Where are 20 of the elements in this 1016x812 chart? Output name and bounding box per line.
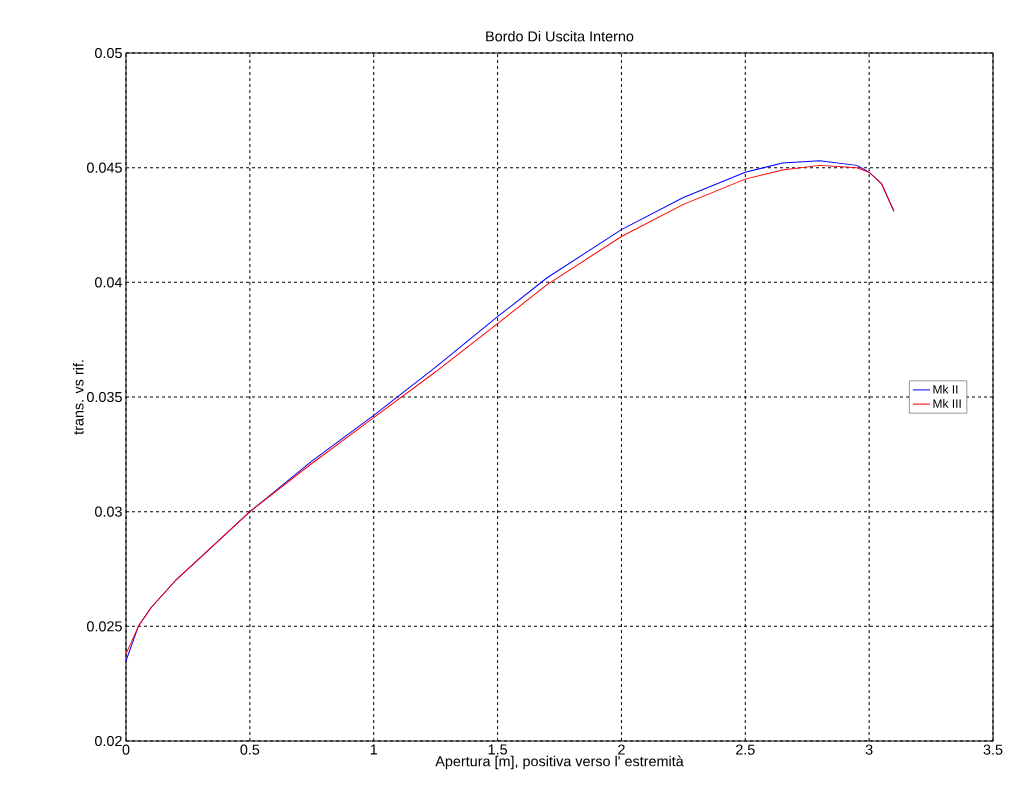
x-tick-label: 3	[865, 744, 873, 755]
y-tick-label: 0.045	[87, 162, 122, 173]
y-tick-label: 0.02	[95, 735, 122, 747]
legend-label: Mk II	[933, 384, 958, 394]
x-tick-label: 2.5	[736, 744, 755, 755]
x-tick-label: 2	[618, 744, 625, 755]
chart-title: Bordo Di Uscita Interno	[486, 30, 634, 42]
y-axis-title: trans. vs rif.	[73, 360, 84, 435]
x-tick-label: 1.5	[488, 744, 507, 755]
x-tick-label: 3.5	[983, 744, 1003, 755]
y-tick-label: 0.025	[87, 621, 122, 632]
x-tick-label: 0.5	[240, 744, 260, 755]
y-tick-label: 0.03	[95, 506, 122, 517]
x-tick-label: 0	[122, 744, 130, 755]
y-tick-label: 0.05	[95, 47, 122, 59]
x-tick-label: 1	[370, 744, 378, 755]
legend-label: Mk III	[933, 399, 961, 408]
y-tick-label: 0.04	[95, 277, 123, 288]
x-axis-title: Apertura [m], positiva verso l' estremità	[435, 755, 684, 770]
y-tick-label: 0.035	[87, 391, 122, 403]
